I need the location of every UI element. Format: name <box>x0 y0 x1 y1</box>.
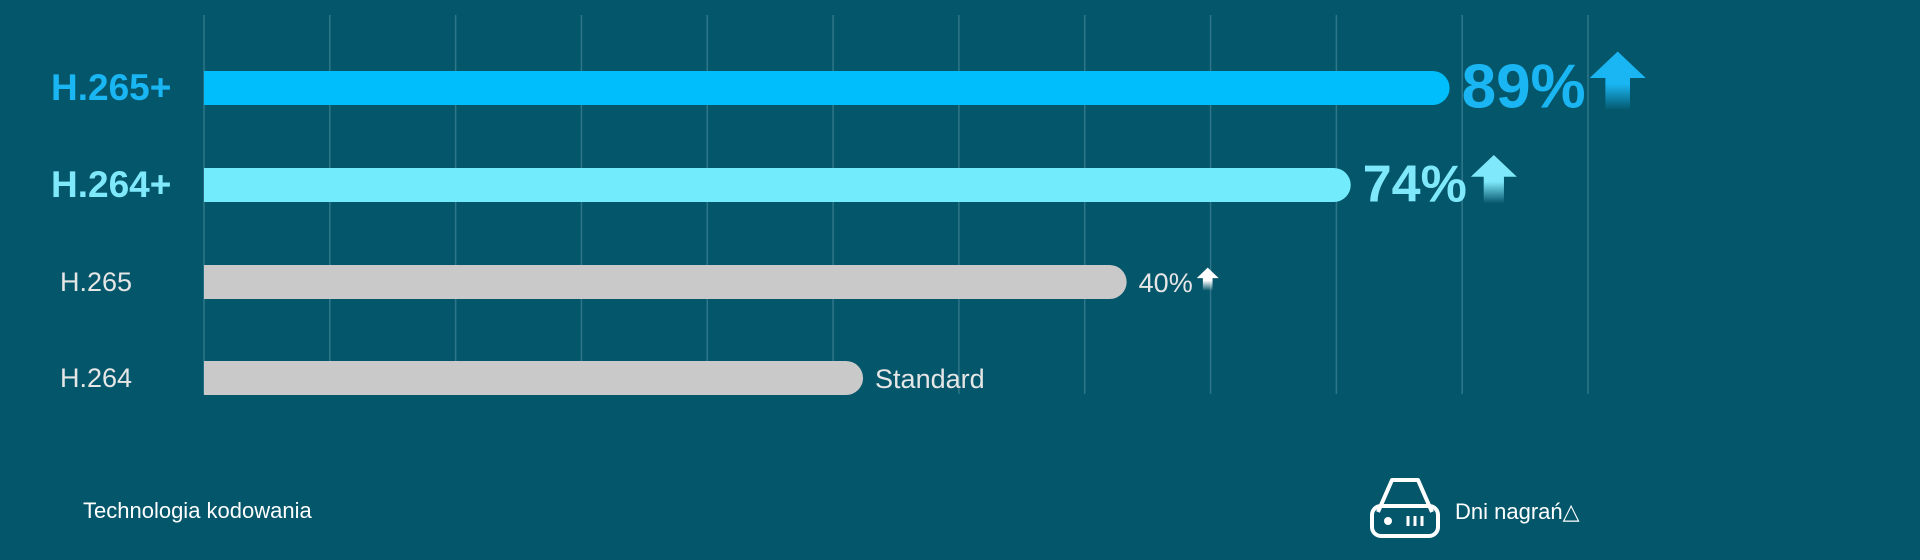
bar <box>204 168 1351 202</box>
value-label: 89% <box>1462 52 1586 121</box>
bar-left-edge <box>204 168 238 202</box>
bar <box>204 361 864 395</box>
value-label: Standard <box>875 364 985 394</box>
value-label: 40% <box>1139 268 1193 298</box>
bar-left-edge <box>204 361 238 395</box>
up-arrow <box>1196 267 1219 291</box>
category-label: H.265 <box>60 267 132 297</box>
category-label: H.264 <box>60 363 132 393</box>
x-axis-title: Dni nagrań△ <box>1455 499 1580 524</box>
value-label: 74% <box>1363 156 1467 214</box>
bar <box>204 71 1450 105</box>
category-label: H.265+ <box>51 67 171 108</box>
up-arrow <box>1470 155 1517 204</box>
drive-icon <box>1370 478 1440 538</box>
y-axis-title: Technologia kodowania <box>83 498 312 523</box>
bar-left-edge <box>204 265 238 299</box>
up-arrow <box>1589 51 1646 111</box>
bar <box>204 265 1127 299</box>
category-label: H.264+ <box>51 164 171 205</box>
bar-left-edge <box>204 71 238 105</box>
